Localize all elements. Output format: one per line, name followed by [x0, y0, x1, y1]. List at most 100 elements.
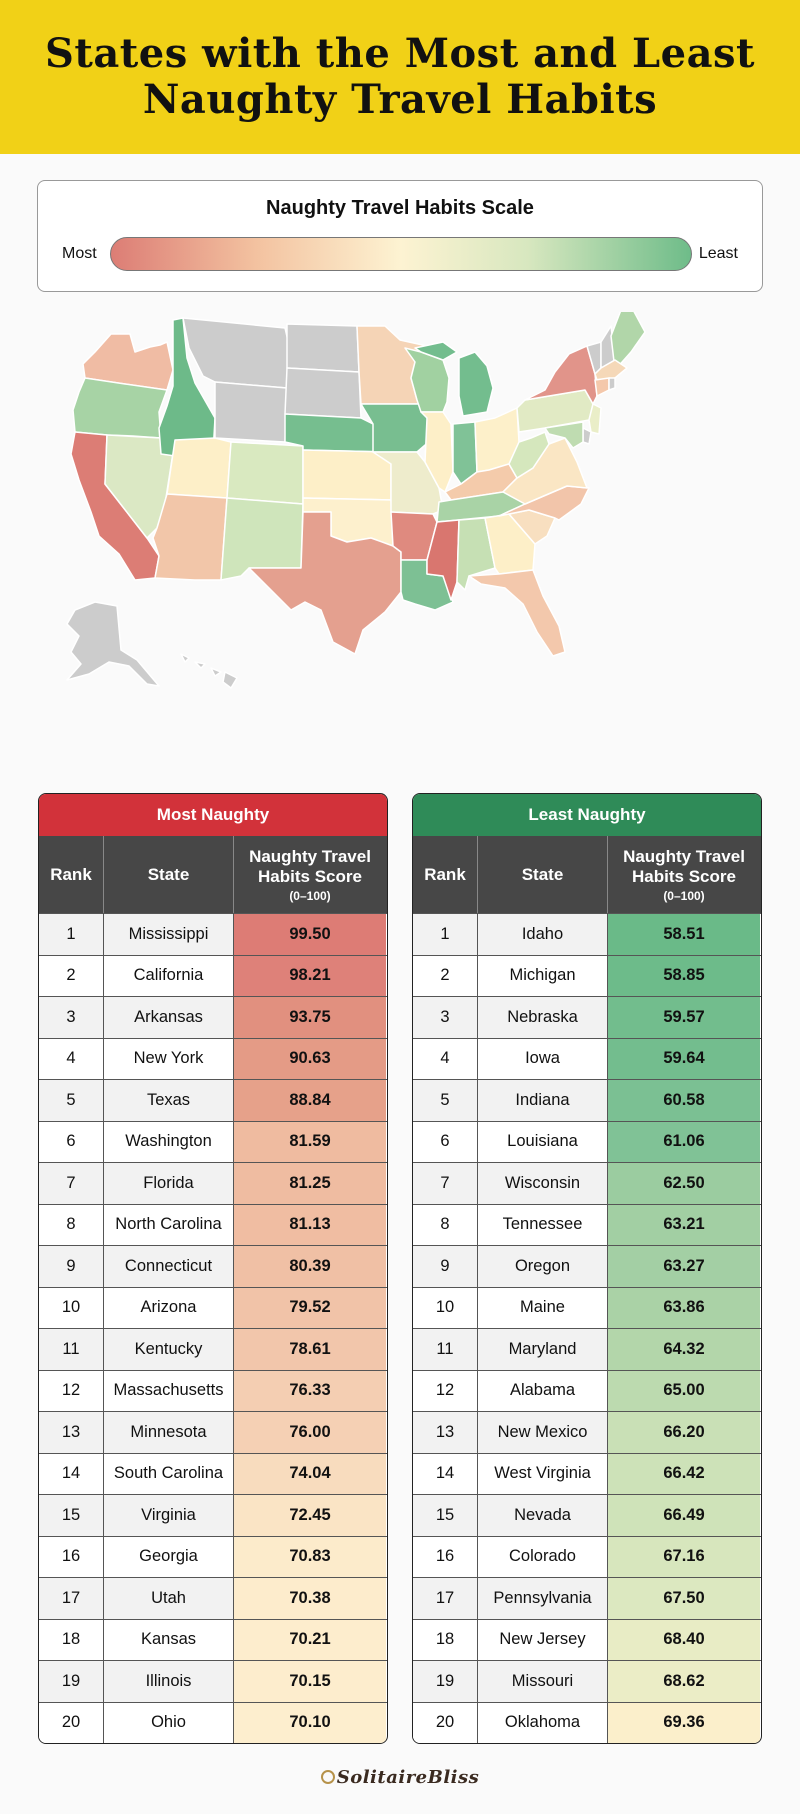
table-row: 1 Mississippi 99.50	[39, 913, 387, 955]
state-cell: Colorado	[478, 1536, 608, 1577]
score-header-line-1: Naughty Travel	[249, 846, 371, 866]
score-cell: 67.50	[608, 1578, 760, 1619]
table-row: 20 Oklahoma 69.36	[413, 1701, 761, 1743]
state-cell: Ohio	[104, 1702, 234, 1743]
state-SD	[284, 367, 362, 419]
score-header-range: (0–100)	[663, 888, 705, 903]
table-header: Rank State Naughty Travel Habits Score (…	[413, 836, 761, 913]
state-MT	[182, 317, 292, 389]
score-header: Naughty Travel Habits Score (0–100)	[234, 836, 386, 913]
rank-cell: 12	[413, 1370, 478, 1411]
table-row: 7 Wisconsin 62.50	[413, 1162, 761, 1204]
state-WY	[214, 381, 288, 443]
table-row: 3 Arkansas 93.75	[39, 996, 387, 1038]
state-TX	[248, 511, 402, 655]
rank-cell: 15	[39, 1495, 104, 1536]
score-cell: 60.58	[608, 1080, 760, 1121]
state-cell: Oregon	[478, 1246, 608, 1287]
state-AK	[66, 601, 160, 687]
rank-cell: 13	[39, 1412, 104, 1453]
rank-header-label: Rank	[50, 864, 92, 884]
state-ND	[286, 323, 360, 373]
logo-ring-icon	[320, 1770, 335, 1784]
rank-cell: 17	[413, 1578, 478, 1619]
table-row: 8 North Carolina 81.13	[39, 1203, 387, 1245]
score-cell: 70.83	[234, 1536, 386, 1577]
rank-cell: 3	[39, 997, 104, 1038]
rank-header: Rank	[39, 836, 104, 913]
score-cell: 70.21	[234, 1619, 386, 1660]
state-header: State	[478, 836, 608, 913]
score-cell: 98.21	[234, 955, 386, 996]
score-cell: 72.45	[234, 1495, 386, 1536]
table-row: 13 Minnesota 76.00	[39, 1411, 387, 1453]
state-cell: Minnesota	[104, 1412, 234, 1453]
score-cell: 63.86	[608, 1287, 760, 1328]
rank-cell: 7	[413, 1163, 478, 1204]
state-cell: Arizona	[104, 1287, 234, 1328]
rank-cell: 9	[39, 1246, 104, 1287]
table-row: 18 Kansas 70.21	[39, 1618, 387, 1660]
rank-cell: 14	[413, 1453, 478, 1494]
state-cell: Iowa	[478, 1038, 608, 1079]
state-cell: Michigan	[478, 955, 608, 996]
score-cell: 61.06	[608, 1121, 760, 1162]
table-row: 4 Iowa 59.64	[413, 1037, 761, 1079]
table-row: 7 Florida 81.25	[39, 1162, 387, 1204]
table-body: 1 Mississippi 99.50 2 California 98.21 3 Arkans…	[39, 913, 387, 1743]
state-cell: Indiana	[478, 1080, 608, 1121]
table-row: 18 New Jersey 68.40	[413, 1618, 761, 1660]
score-header: Naughty Travel Habits Score (0–100)	[608, 836, 760, 913]
state-MD	[544, 421, 584, 449]
score-cell: 58.85	[608, 955, 760, 996]
state-cell: Texas	[104, 1080, 234, 1121]
rank-cell: 4	[39, 1038, 104, 1079]
table-row: 10 Arizona 79.52	[39, 1286, 387, 1328]
score-cell: 99.50	[234, 914, 386, 955]
rank-cell: 13	[413, 1412, 478, 1453]
state-cell: Georgia	[104, 1536, 234, 1577]
rank-cell: 6	[39, 1121, 104, 1162]
state-cell: Mississippi	[104, 914, 234, 955]
rank-cell: 7	[39, 1163, 104, 1204]
state-CO	[226, 441, 304, 505]
most-naughty-table: Most Naughty Rank State Naughty Travel H…	[38, 793, 388, 1744]
state-header-label: State	[147, 864, 190, 884]
state-cell: New Mexico	[478, 1412, 608, 1453]
table-row: 6 Louisiana 61.06	[413, 1120, 761, 1162]
state-CT	[594, 377, 610, 397]
score-cell: 66.20	[608, 1412, 760, 1453]
score-cell: 78.61	[234, 1329, 386, 1370]
table-row: 5 Texas 88.84	[39, 1079, 387, 1121]
rank-cell: 14	[39, 1453, 104, 1494]
scale-title: Naughty Travel Habits Scale	[266, 197, 534, 219]
score-cell: 67.16	[608, 1536, 760, 1577]
table-row: 15 Virginia 72.45	[39, 1494, 387, 1536]
state-cell: Nebraska	[478, 997, 608, 1038]
table-row: 13 New Mexico 66.20	[413, 1411, 761, 1453]
rank-cell: 5	[39, 1080, 104, 1121]
state-MI	[414, 341, 494, 417]
rank-cell: 19	[39, 1661, 104, 1702]
state-cell: Kentucky	[104, 1329, 234, 1370]
state-cell: Maryland	[478, 1329, 608, 1370]
score-cell: 81.25	[234, 1163, 386, 1204]
least-naughty-title: Least Naughty	[413, 794, 761, 836]
rank-cell: 8	[39, 1204, 104, 1245]
state-cell: Illinois	[104, 1661, 234, 1702]
rank-cell: 18	[39, 1619, 104, 1660]
state-cell: California	[104, 955, 234, 996]
rank-cell: 18	[413, 1619, 478, 1660]
score-cell: 66.49	[608, 1495, 760, 1536]
score-cell: 70.10	[234, 1702, 386, 1743]
rank-cell: 2	[39, 955, 104, 996]
state-cell: Washington	[104, 1121, 234, 1162]
state-cell: Utah	[104, 1578, 234, 1619]
score-header-line-2: Habits Score	[258, 866, 362, 886]
score-cell: 64.32	[608, 1329, 760, 1370]
table-row: 6 Washington 81.59	[39, 1120, 387, 1162]
table-row: 15 Nevada 66.49	[413, 1494, 761, 1536]
score-cell: 88.84	[234, 1080, 386, 1121]
state-cell: North Carolina	[104, 1204, 234, 1245]
state-FL	[468, 569, 566, 657]
